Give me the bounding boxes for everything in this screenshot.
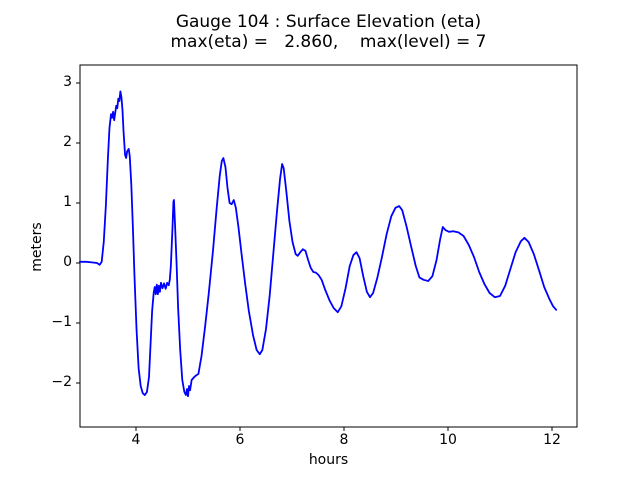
y-tick-label: 3 bbox=[63, 74, 72, 90]
y-axis-label: meters bbox=[29, 222, 45, 272]
y-tick-label: −2 bbox=[51, 374, 72, 391]
y-tick-label: 0 bbox=[63, 254, 72, 270]
x-axis-label: hours bbox=[308, 452, 349, 468]
x-tick-label: 8 bbox=[339, 432, 349, 448]
y-tick-label: −1 bbox=[51, 314, 72, 330]
x-tick-label: 4 bbox=[131, 432, 141, 448]
chart-subtitle: max(eta) = 2.860, max(level) = 7 bbox=[170, 32, 487, 52]
y-tick-label: 2 bbox=[63, 134, 72, 150]
series-line-surface-elevation-eta bbox=[78, 90, 558, 398]
x-tick-label: 10 bbox=[439, 432, 457, 448]
chart-title: Gauge 104 : Surface Elevation (eta) bbox=[175, 12, 482, 32]
y-tick-label: 1 bbox=[63, 194, 72, 210]
axes-frame bbox=[79, 64, 578, 428]
x-tick-label: 12 bbox=[543, 432, 561, 448]
x-tick-label: 6 bbox=[235, 432, 245, 448]
